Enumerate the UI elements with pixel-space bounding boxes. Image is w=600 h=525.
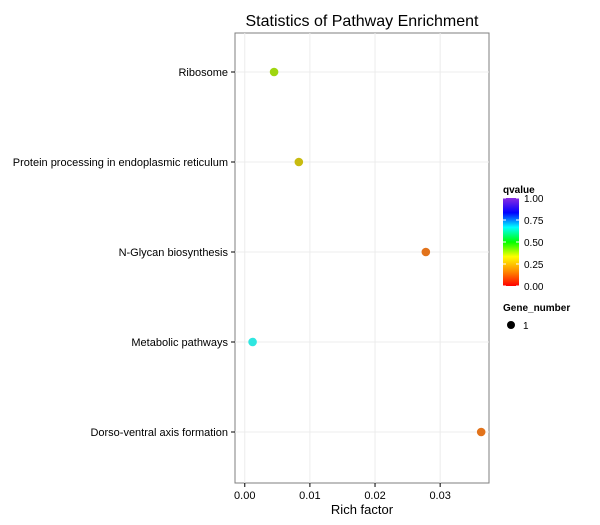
x-axis-label: Rich factor — [331, 502, 394, 517]
colorbar-tick-label: 0.25 — [524, 260, 544, 271]
legend: qvalue 1.000.750.500.250.00 Gene_number … — [503, 185, 570, 332]
x-tick-label: 0.02 — [364, 490, 385, 502]
plot-panel — [234, 32, 490, 484]
colorbar-tick-label: 0.00 — [524, 282, 544, 293]
data-point — [294, 157, 304, 167]
data-point — [269, 67, 279, 77]
y-axis: Ribosome Protein processing in endoplasmi… — [13, 67, 235, 439]
x-axis: 0.00 0.01 0.02 0.03 — [234, 483, 451, 502]
gene-number-legend-dot — [507, 321, 515, 329]
y-tick-label: Metabolic pathways — [131, 337, 228, 349]
data-points — [248, 67, 486, 437]
qvalue-colorbar — [503, 198, 519, 286]
qvalue-legend-title: qvalue — [503, 185, 535, 196]
data-point — [421, 247, 431, 257]
x-tick-label: 0.03 — [429, 490, 450, 502]
y-tick-label: Ribosome — [178, 67, 228, 79]
gene-number-legend-title: Gene_number — [503, 303, 570, 314]
data-point — [248, 337, 257, 347]
qvalue-colorbar-ticks: 1.00 0.75 0.50 0.25 0.00 — [503, 194, 544, 293]
y-tick-label: Dorso-ventral axis formation — [90, 427, 228, 439]
gene-number-legend-label: 1 — [523, 321, 529, 332]
colorbar-tick-label: 0.50 — [524, 238, 544, 249]
chart-title: Statistics of Pathway Enrichment — [246, 13, 480, 30]
colorbar-tick-label: 0.75 — [524, 216, 544, 227]
data-point — [476, 427, 486, 437]
grid-lines — [235, 33, 489, 483]
colorbar-tick-label: 1.00 — [524, 194, 544, 205]
x-tick-label: 0.00 — [234, 490, 255, 502]
y-tick-label: N-Glycan biosynthesis — [119, 247, 229, 259]
y-tick-label: Protein processing in endoplasmic reticu… — [13, 157, 228, 169]
x-tick-label: 0.01 — [299, 490, 320, 502]
